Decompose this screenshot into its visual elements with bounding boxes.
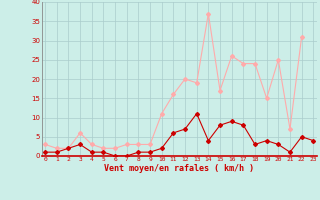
X-axis label: Vent moyen/en rafales ( km/h ): Vent moyen/en rafales ( km/h ) xyxy=(104,164,254,173)
